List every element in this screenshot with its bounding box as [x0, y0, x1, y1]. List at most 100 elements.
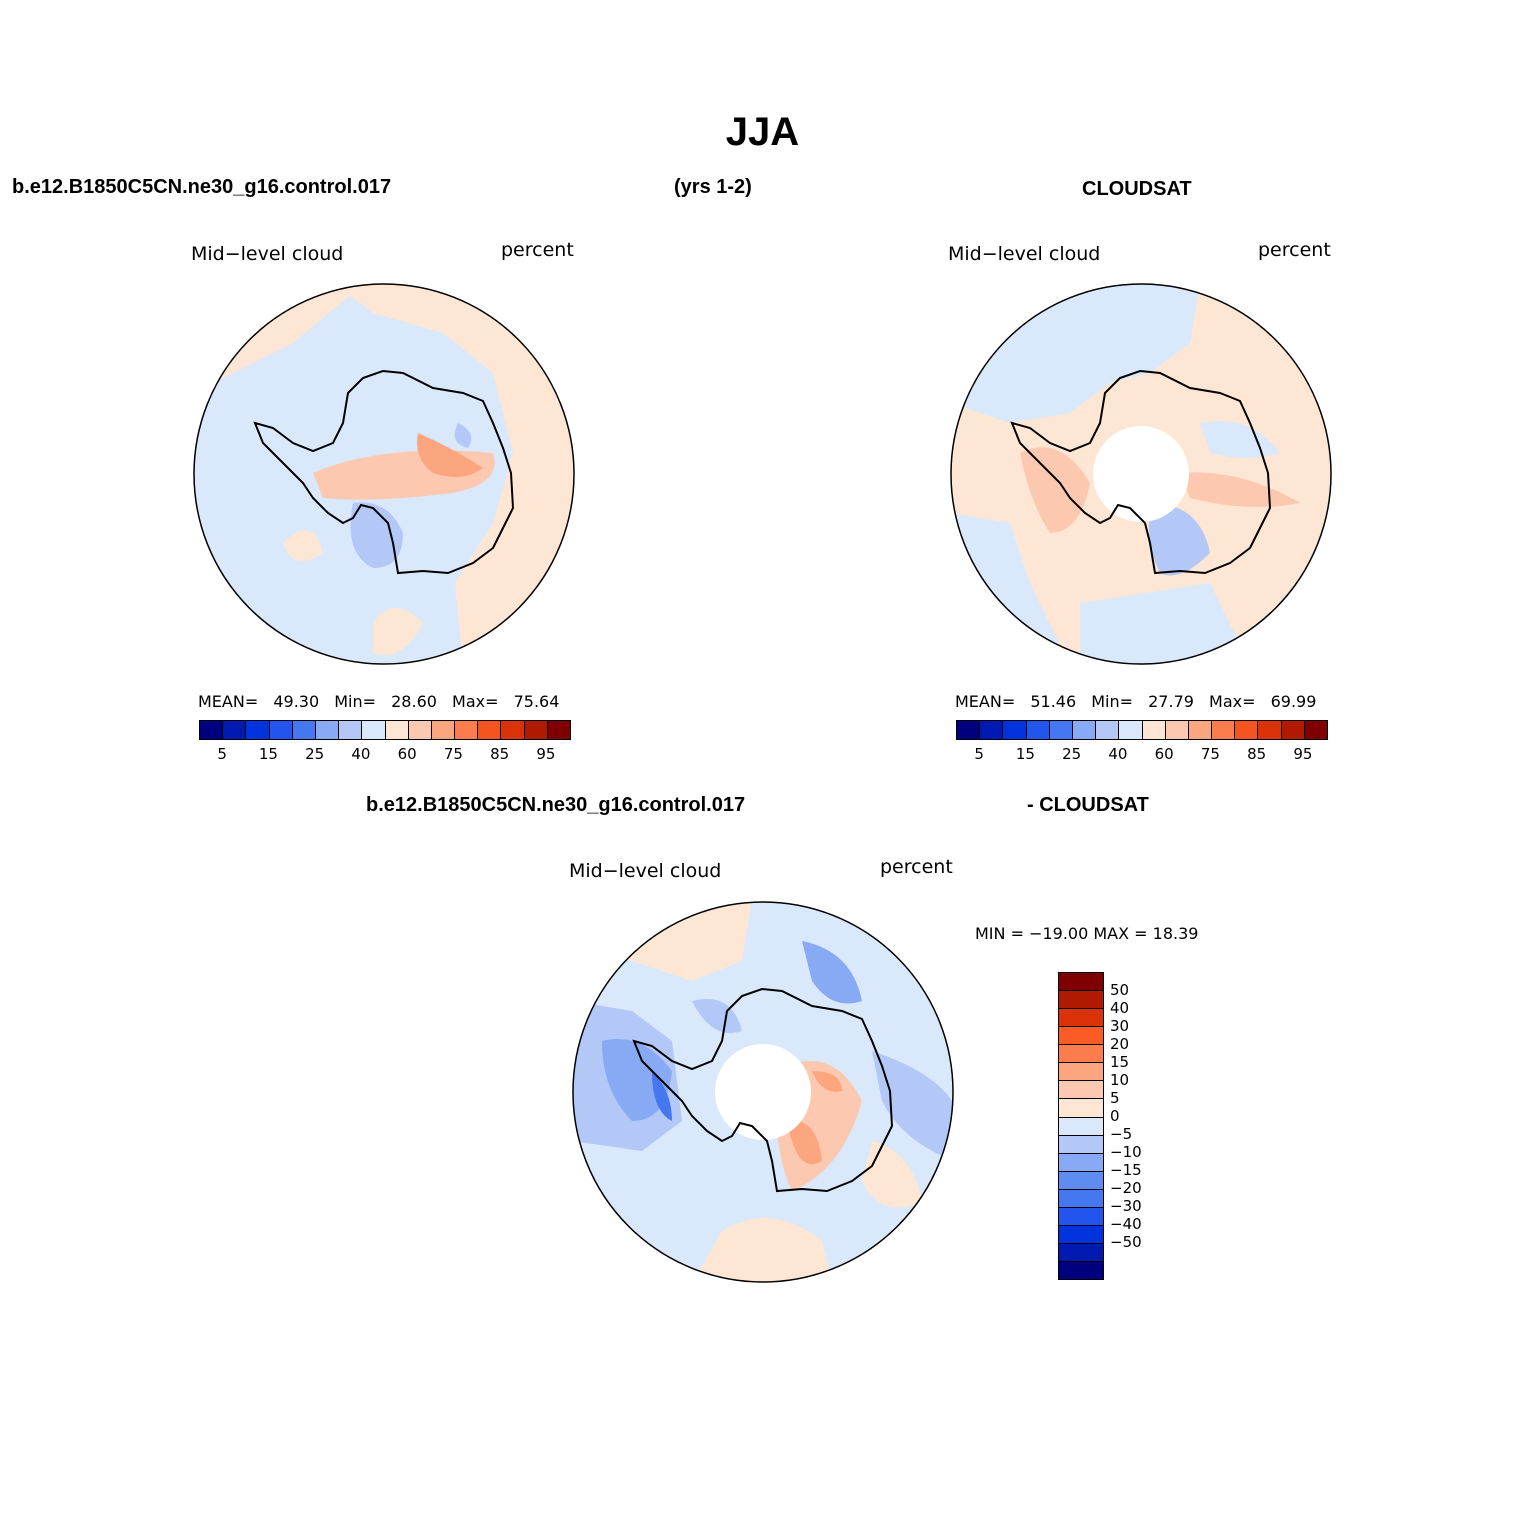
obs-variable-label: Mid−level cloud [948, 243, 1101, 265]
obs-colorbar-cell [1188, 721, 1213, 739]
obs-name-header: CLOUDSAT [1082, 178, 1192, 200]
diff-colorbar-cell [1059, 1243, 1103, 1262]
diff-colorbar-tick-label: 0 [1110, 1107, 1120, 1125]
diff-colorbar [1058, 972, 1104, 1280]
model-colorbar-cell [524, 721, 548, 739]
obs-stats: MEAN= 51.46 Min= 27.79 Max= 69.99 [955, 692, 1316, 711]
diff-colorbar-cell [1059, 1009, 1103, 1028]
obs-colorbar [956, 720, 1328, 740]
obs-colorbar-cell [1258, 721, 1282, 739]
obs-mean-value: 51.46 [1030, 692, 1077, 711]
diff-colorbar-cell [1059, 973, 1103, 992]
diff-colorbar-cell [1059, 1225, 1103, 1244]
diff-colorbar-cell [1059, 1262, 1103, 1280]
diff-colorbar-tick-label: −40 [1110, 1215, 1142, 1233]
diff-colorbar-cell [1059, 991, 1103, 1010]
model-colorbar-tick-label: 5 [217, 745, 227, 763]
model-max-value: 75.64 [513, 692, 560, 711]
obs-colorbar-cell [1304, 721, 1327, 739]
obs-colorbar-tick-label: 85 [1247, 745, 1267, 763]
model-stats: MEAN= 49.30 Min= 28.60 Max= 75.64 [198, 692, 559, 711]
obs-units-label: percent [1258, 239, 1331, 261]
diff-colorbar-cell [1059, 1099, 1103, 1118]
obs-colorbar-cell [1072, 721, 1097, 739]
model-colorbar-cell [408, 721, 432, 739]
model-colorbar-tick-label: 15 [258, 745, 278, 763]
obs-min-label: Min= [1091, 692, 1134, 711]
diff-variable-label: Mid−level cloud [569, 860, 722, 882]
diff-units-label: percent [880, 856, 953, 878]
obs-min-value: 27.79 [1148, 692, 1194, 711]
model-variable-label: Mid−level cloud [191, 243, 344, 265]
diff-colorbar-tick-label: 20 [1110, 1035, 1130, 1053]
diff-colorbar-tick-label: −10 [1110, 1143, 1142, 1161]
obs-colorbar-tick-label: 60 [1154, 745, 1174, 763]
diff-colorbar-cell [1059, 1189, 1103, 1208]
diff-colorbar-tick-label: −20 [1110, 1179, 1142, 1197]
diff-obs-header: - CLOUDSAT [1027, 794, 1149, 816]
diff-stats: MIN = −19.00 MAX = 18.39 [975, 924, 1199, 943]
diff-colorbar-tick-label: 5 [1110, 1089, 1120, 1107]
obs-colorbar-cell [1096, 721, 1120, 739]
model-units-label: percent [501, 239, 574, 261]
obs-colorbar-cell [1212, 721, 1236, 739]
diff-colorbar-tick-label: 10 [1110, 1071, 1130, 1089]
obs-colorbar-cell [1049, 721, 1073, 739]
obs-colorbar-cell [1165, 721, 1189, 739]
obs-colorbar-tick-label: 75 [1200, 745, 1220, 763]
diff-colorbar-cell [1059, 1081, 1103, 1100]
diff-colorbar-tick-label: 30 [1110, 1017, 1130, 1035]
diff-colorbar-cell [1059, 1135, 1103, 1154]
model-colorbar-cell [339, 721, 363, 739]
model-colorbar-cell [362, 721, 386, 739]
diff-colorbar-cell [1059, 1171, 1103, 1190]
figure-title: JJA [725, 110, 800, 154]
diff-colorbar-tick-label: 15 [1110, 1053, 1130, 1071]
model-polar-map [193, 283, 575, 665]
model-max-label: Max= [452, 692, 499, 711]
model-colorbar-ticks: 5 15 25 40 60 75 85 95 [199, 745, 569, 765]
diff-colorbar-cell [1059, 1117, 1103, 1136]
obs-colorbar-cell [1003, 721, 1027, 739]
model-name-header: b.e12.B1850C5CN.ne30_g16.control.017 [12, 176, 392, 198]
model-colorbar-cell [547, 721, 570, 739]
obs-colorbar-ticks: 5 15 25 40 60 75 85 95 [956, 745, 1326, 765]
obs-max-label: Max= [1209, 692, 1256, 711]
years-header: (yrs 1-2) [674, 176, 752, 198]
diff-colorbar-tick-label: −50 [1110, 1233, 1142, 1251]
model-colorbar-cell [200, 721, 224, 739]
diff-colorbar-tick-label: 50 [1110, 981, 1130, 999]
model-colorbar-cell [501, 721, 525, 739]
obs-colorbar-cell [1026, 721, 1050, 739]
diff-polar-map [572, 901, 954, 1283]
obs-colorbar-tick-label: 15 [1015, 745, 1035, 763]
obs-colorbar-cell [1142, 721, 1166, 739]
obs-colorbar-cell [980, 721, 1004, 739]
diff-colorbar-cell [1059, 1027, 1103, 1046]
diff-model-header: b.e12.B1850C5CN.ne30_g16.control.017 [366, 794, 746, 816]
model-colorbar-cell [315, 721, 340, 739]
diff-colorbar-tick-label: 40 [1110, 999, 1130, 1017]
diff-colorbar-cell [1059, 1153, 1103, 1172]
diff-colorbar-cell [1059, 1207, 1103, 1226]
model-mean-value: 49.30 [273, 692, 320, 711]
diff-colorbar-tick-label: −15 [1110, 1161, 1142, 1179]
model-colorbar-tick-label: 60 [397, 745, 417, 763]
model-colorbar-cell [269, 721, 293, 739]
obs-colorbar-cell [1281, 721, 1305, 739]
model-colorbar-cell [223, 721, 247, 739]
model-colorbar-tick-label: 95 [536, 745, 556, 763]
model-colorbar-tick-label: 85 [490, 745, 510, 763]
diff-colorbar-cell [1059, 1045, 1103, 1064]
model-colorbar-cell [385, 721, 409, 739]
obs-colorbar-cell [1119, 721, 1143, 739]
diff-colorbar-tick-label: −5 [1110, 1125, 1133, 1143]
model-colorbar-tick-label: 40 [351, 745, 371, 763]
model-colorbar-cell [292, 721, 316, 739]
obs-colorbar-cell [1235, 721, 1259, 739]
diff-colorbar-ticks: 50 40 30 20 15 10 5 0 −5 −10 −15 −20 −30 −40 −50 [1110, 972, 1170, 1278]
obs-colorbar-tick-label: 95 [1293, 745, 1313, 763]
model-colorbar [199, 720, 571, 740]
model-colorbar-cell [246, 721, 270, 739]
model-colorbar-cell [431, 721, 456, 739]
